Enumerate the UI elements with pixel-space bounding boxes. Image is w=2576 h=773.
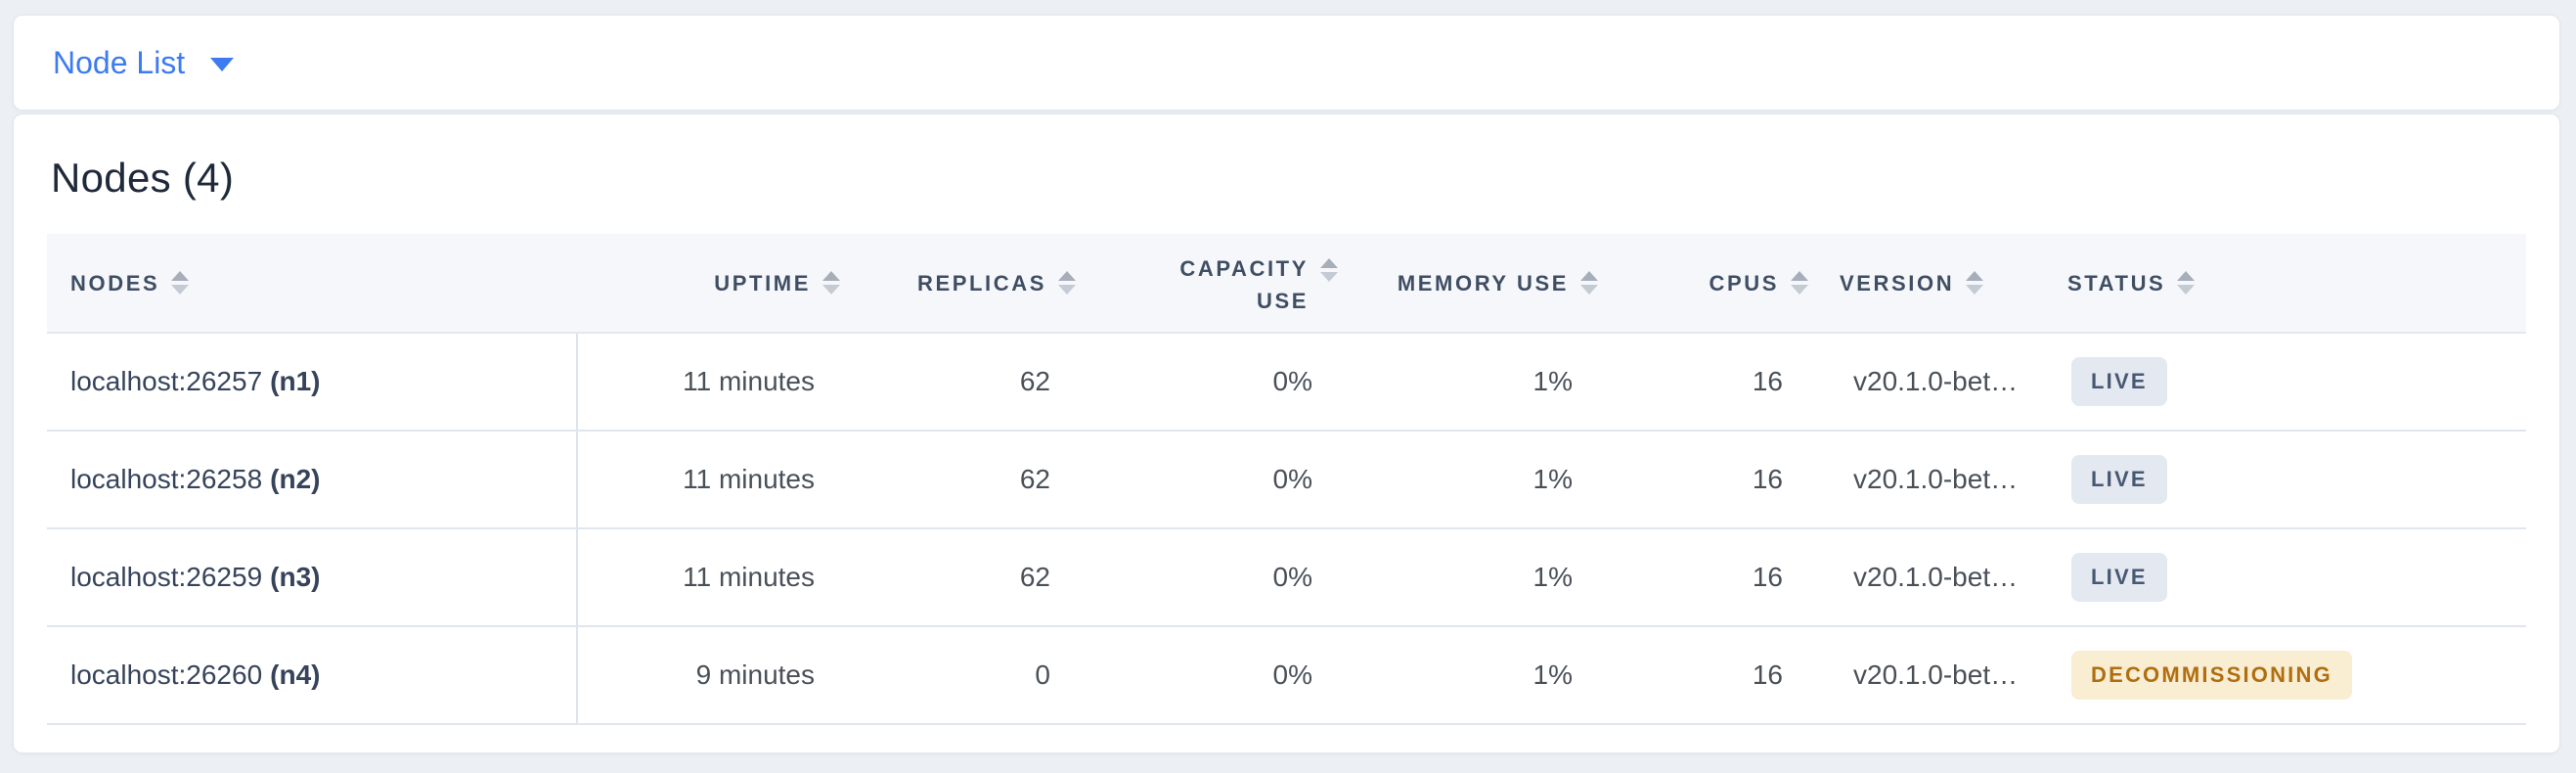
- node-address-cell: localhost:26259 (n3): [47, 529, 578, 625]
- memory-use-cell: 1%: [1532, 464, 1573, 494]
- sort-down-icon: [171, 285, 190, 295]
- sort-down-icon: [1791, 285, 1808, 295]
- status-cell: LIVE: [2056, 432, 2526, 527]
- version-cell: v20.1.0-bet…: [1853, 659, 2019, 690]
- sort-down-icon: [1966, 285, 1984, 295]
- node-id: (n3): [270, 562, 321, 592]
- sort-down-icon: [2177, 285, 2196, 295]
- node-id: (n1): [270, 366, 321, 396]
- sort-down-icon: [822, 285, 840, 295]
- replicas-cell: 62: [1019, 464, 1050, 494]
- capacity-use-cell: 0%: [1272, 464, 1312, 494]
- version-cell: v20.1.0-bet…: [1853, 464, 2019, 494]
- status-badge: LIVE: [2071, 357, 2167, 406]
- page-title: Nodes (4): [51, 155, 235, 201]
- replicas-cell: 0: [1035, 659, 1050, 690]
- sort-icon: [1966, 271, 1984, 295]
- cpus-cell: 16: [1752, 464, 1783, 494]
- column-label: UPTIME: [714, 270, 811, 296]
- uptime-cell: 11 minutes: [683, 366, 815, 396]
- version-cell: v20.1.0-bet…: [1853, 366, 2019, 396]
- column-header-status[interactable]: STATUS: [2056, 234, 2526, 332]
- memory-use-cell: 1%: [1532, 659, 1573, 690]
- cpus-cell: 16: [1752, 659, 1783, 690]
- capacity-use-cell: 0%: [1272, 562, 1312, 592]
- sort-up-icon: [1966, 271, 1984, 281]
- column-label: CPUS: [1709, 270, 1779, 296]
- column-label: MEMORY USE: [1397, 270, 1569, 296]
- sort-icon: [1058, 271, 1076, 295]
- sort-icon: [1580, 271, 1598, 295]
- sort-icon: [822, 271, 840, 295]
- table-header-row: NODES UPTIME REPLICAS CAPACITY USE MEMOR…: [47, 234, 2526, 334]
- column-header-uptime[interactable]: UPTIME: [578, 234, 860, 332]
- sort-up-icon: [822, 271, 840, 281]
- node-address: localhost:26260: [70, 659, 263, 690]
- column-header-version[interactable]: VERSION: [1828, 234, 2056, 332]
- version-cell: v20.1.0-bet…: [1853, 562, 2019, 592]
- column-label: STATUS: [2067, 270, 2166, 296]
- uptime-cell: 11 minutes: [683, 562, 815, 592]
- node-address-cell: localhost:26258 (n2): [47, 432, 578, 527]
- cpus-cell: 16: [1752, 366, 1783, 396]
- sort-up-icon: [1320, 258, 1338, 268]
- sort-up-icon: [1791, 271, 1808, 281]
- replicas-cell: 62: [1019, 366, 1050, 396]
- memory-use-cell: 1%: [1532, 562, 1573, 592]
- column-header-memory-use[interactable]: MEMORY USE: [1357, 234, 1618, 332]
- cpus-cell: 16: [1752, 562, 1783, 592]
- node-address: localhost:26258: [70, 464, 263, 494]
- sort-icon: [2177, 271, 2196, 295]
- status-cell: DECOMMISSIONING: [2056, 627, 2526, 723]
- view-selector-card: Node List: [13, 15, 2560, 111]
- column-header-nodes[interactable]: NODES: [47, 234, 578, 332]
- sort-icon: [1320, 258, 1338, 282]
- uptime-cell: 9 minutes: [695, 659, 815, 690]
- sort-up-icon: [1580, 271, 1598, 281]
- column-header-cpus[interactable]: CPUS: [1618, 234, 1828, 332]
- status-badge: DECOMMISSIONING: [2071, 651, 2352, 700]
- status-badge: LIVE: [2071, 455, 2167, 504]
- status-cell: LIVE: [2056, 334, 2526, 430]
- sort-down-icon: [1058, 285, 1076, 295]
- nodes-card: Nodes (4) NODES UPTIME REPLICAS CAPACITY…: [13, 114, 2560, 753]
- node-id: (n2): [270, 464, 321, 494]
- node-address-cell: localhost:26257 (n1): [47, 334, 578, 430]
- table-row-n4: localhost:26260 (n4) 9 minutes 0 0% 1% 16…: [47, 627, 2526, 725]
- column-label: NODES: [70, 270, 160, 296]
- sort-up-icon: [1058, 271, 1076, 281]
- uptime-cell: 11 minutes: [683, 464, 815, 494]
- column-label: REPLICAS: [916, 270, 1046, 296]
- caret-down-icon: [210, 58, 235, 71]
- table-row-n1: localhost:26257 (n1) 11 minutes 62 0% 1% …: [47, 334, 2526, 432]
- status-cell: LIVE: [2056, 529, 2526, 625]
- column-label: VERSION: [1840, 270, 1955, 296]
- sort-up-icon: [171, 271, 190, 281]
- table-row-n2: localhost:26258 (n2) 11 minutes 62 0% 1% …: [47, 432, 2526, 529]
- column-header-replicas[interactable]: REPLICAS: [860, 234, 1095, 332]
- table-row-n3: localhost:26259 (n3) 11 minutes 62 0% 1% …: [47, 529, 2526, 627]
- column-header-capacity-use[interactable]: CAPACITY USE: [1095, 234, 1357, 332]
- node-address-cell: localhost:26260 (n4): [47, 627, 578, 723]
- sort-icon: [171, 271, 190, 295]
- sort-down-icon: [1320, 272, 1338, 282]
- capacity-use-cell: 0%: [1272, 366, 1312, 396]
- column-label: CAPACITY USE: [1179, 256, 1309, 313]
- sort-up-icon: [2177, 271, 2196, 281]
- sort-icon: [1791, 271, 1808, 295]
- view-selector-label: Node List: [53, 44, 186, 80]
- replicas-cell: 62: [1019, 562, 1050, 592]
- memory-use-cell: 1%: [1532, 366, 1573, 396]
- node-address: localhost:26259: [70, 562, 263, 592]
- node-address: localhost:26257: [70, 366, 263, 396]
- view-selector-dropdown[interactable]: Node List: [53, 44, 235, 81]
- node-id: (n4): [270, 659, 321, 690]
- sort-down-icon: [1580, 285, 1598, 295]
- capacity-use-cell: 0%: [1272, 659, 1312, 690]
- status-badge: LIVE: [2071, 553, 2167, 602]
